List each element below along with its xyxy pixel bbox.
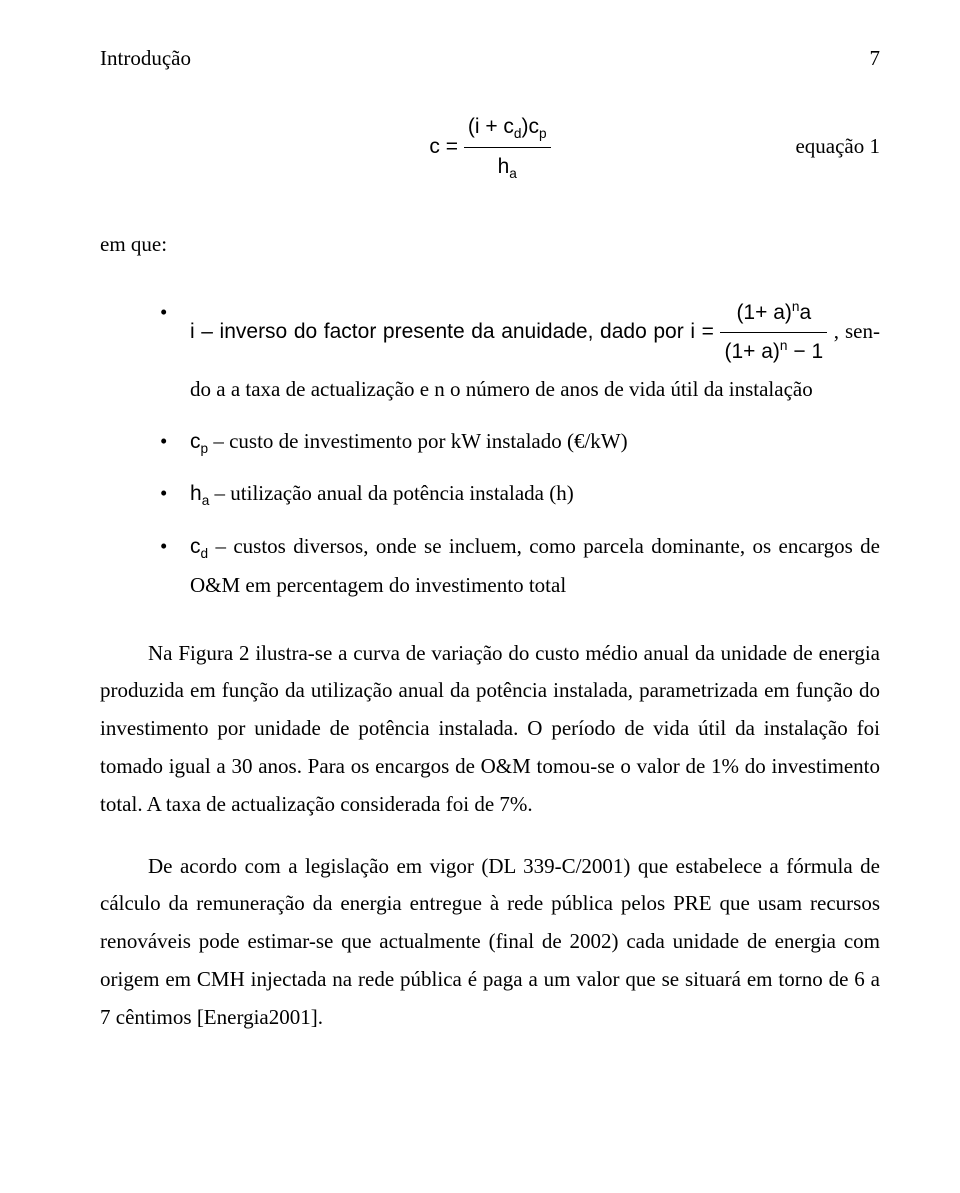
page-header: Introdução 7 (100, 40, 880, 78)
def-cd-c: c (190, 535, 201, 558)
def-i-den-open: (1+ a) (724, 340, 779, 363)
def-i-pre: i – inverso do factor presente da anuida… (190, 320, 690, 343)
eq1-den-h: h (498, 155, 510, 178)
def-i-continuation: do a a taxa de actualização e n o número… (190, 377, 813, 401)
definition-cp: cp – custo de investimento por kW instal… (100, 423, 880, 462)
definition-i: i – inverso do factor presente da anuida… (100, 294, 880, 408)
eq1-num-left: (i + c (468, 115, 514, 138)
definition-ha: ha – utilização anual da potência instal… (100, 475, 880, 514)
eq1-fraction: (i + cd)cp ha (464, 108, 551, 187)
eq1-lhs: c = (429, 135, 458, 158)
def-i-den-sup: n (780, 338, 788, 353)
eq1-denominator: ha (464, 147, 551, 187)
def-cp-rest: – custo de investimento por kW instalado… (208, 429, 628, 453)
def-i-den: (1+ a)n − 1 (720, 332, 827, 371)
def-cd-rest: – custos diversos, onde se incluem, como… (190, 534, 880, 597)
definition-cd: cd – custos diversos, onde se incluem, c… (100, 528, 880, 605)
def-i-num-open: (1+ a) (736, 301, 791, 324)
def-cd-d: d (201, 546, 209, 561)
em-que-label: em que: (100, 226, 880, 264)
def-i-post: , sen- (834, 319, 880, 343)
eq1-num-mid: )c (522, 115, 540, 138)
eq1-numerator: (i + cd)cp (464, 108, 551, 147)
def-i-eq-lhs: i = (690, 320, 714, 343)
eq1-num-p: p (539, 126, 547, 141)
def-i-num-tail: a (799, 301, 811, 324)
equation-1-expression: c = (i + cd)cp ha (429, 108, 550, 187)
def-i-num: (1+ a)na (720, 294, 827, 332)
paragraph-2: De acordo com a legislação em vigor (DL … (100, 848, 880, 1037)
def-i-fraction: (1+ a)na (1+ a)n − 1 (720, 294, 827, 371)
def-i-den-tail: − 1 (788, 340, 824, 363)
paragraph-1: Na Figura 2 ilustra-se a curva de variaç… (100, 635, 880, 824)
def-ha-h: h (190, 482, 202, 505)
def-i-equation: i = (1+ a)na (1+ a)n − 1 (690, 320, 833, 343)
equation-1-label: equação 1 (795, 128, 880, 166)
definition-list: i – inverso do factor presente da anuida… (100, 294, 880, 604)
page-number: 7 (870, 40, 881, 78)
def-cp-c: c (190, 430, 201, 453)
def-cp-p: p (201, 441, 209, 456)
eq1-den-a: a (509, 166, 517, 181)
equation-1: c = (i + cd)cp ha equação 1 (100, 108, 880, 187)
eq1-num-d: d (514, 126, 522, 141)
def-ha-rest: – utilização anual da potência instalada… (209, 481, 573, 505)
section-title: Introdução (100, 40, 191, 78)
